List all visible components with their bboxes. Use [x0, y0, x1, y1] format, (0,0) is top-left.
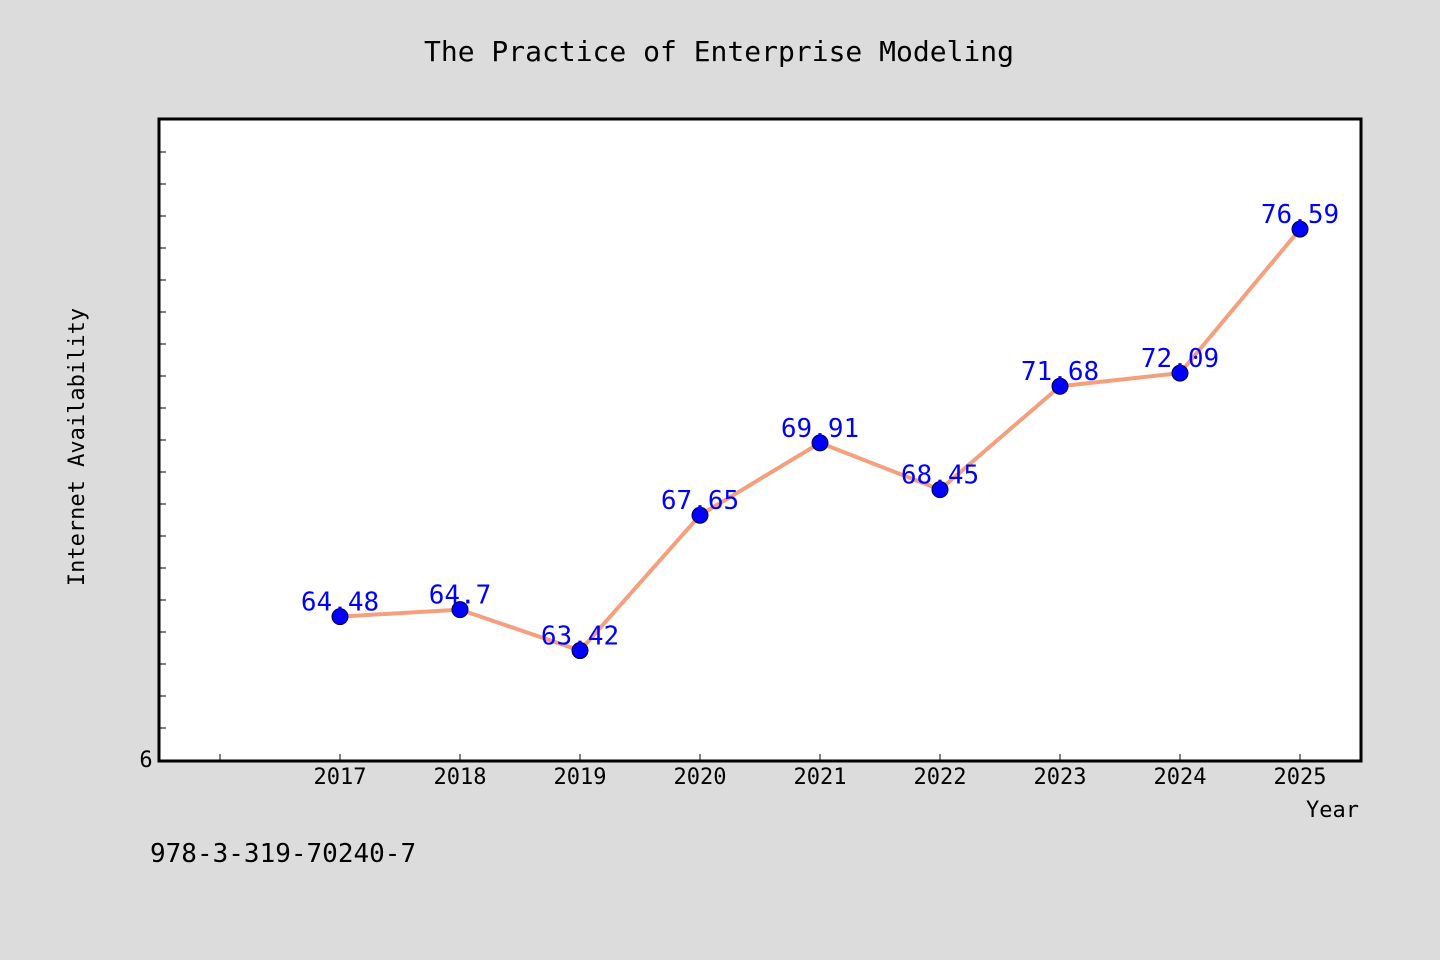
x-tick-label: 2025 — [1274, 765, 1327, 790]
chart-title: The Practice of Enterprise Modeling — [424, 35, 1014, 68]
data-label: 72.09 — [1141, 344, 1219, 374]
data-point — [331, 608, 349, 626]
data-point — [1291, 220, 1309, 238]
series-layer: 64.48 64.7 63.42 67.65 69.91 68.45 71.68 72.09 7… — [301, 200, 1339, 660]
data-label: 76.59 — [1261, 200, 1339, 230]
x-tick-label: 2021 — [794, 765, 847, 790]
data-label: 67.65 — [661, 486, 739, 516]
data-label: 69.91 — [781, 414, 859, 444]
x-tick-label: 2022 — [914, 765, 967, 790]
y-axis-label: Internet Availability — [65, 308, 90, 586]
data-label: 64.7 — [429, 581, 492, 611]
data-point — [1171, 364, 1189, 382]
x-tick-label: 2017 — [314, 765, 367, 790]
data-label: 63.42 — [541, 622, 619, 652]
x-tick-label: 2018 — [434, 765, 487, 790]
x-axis-label: Year — [1306, 798, 1359, 823]
x-axis-ticks: 2017 2018 2019 2020 2021 2022 2023 2024 2025 — [219, 754, 1327, 790]
data-point — [811, 434, 829, 452]
data-point — [451, 601, 469, 619]
data-label: 64.48 — [301, 588, 379, 618]
data-label: 68.45 — [901, 461, 979, 491]
x-tick-label: 2020 — [674, 765, 727, 790]
y-axis-ticks — [160, 151, 166, 729]
data-point — [1051, 377, 1069, 395]
data-point — [691, 506, 709, 524]
data-point — [931, 481, 949, 499]
plot-area — [157, 117, 1363, 763]
x-tick-label: 2023 — [1034, 765, 1087, 790]
footer-id: 978-3-319-70240-7 — [150, 839, 416, 869]
data-label: 71.68 — [1021, 357, 1099, 387]
x-tick-label: 2024 — [1154, 765, 1207, 790]
x-tick-label: 2019 — [554, 765, 607, 790]
data-point — [571, 642, 589, 660]
y-origin-label: 6 — [139, 748, 152, 773]
